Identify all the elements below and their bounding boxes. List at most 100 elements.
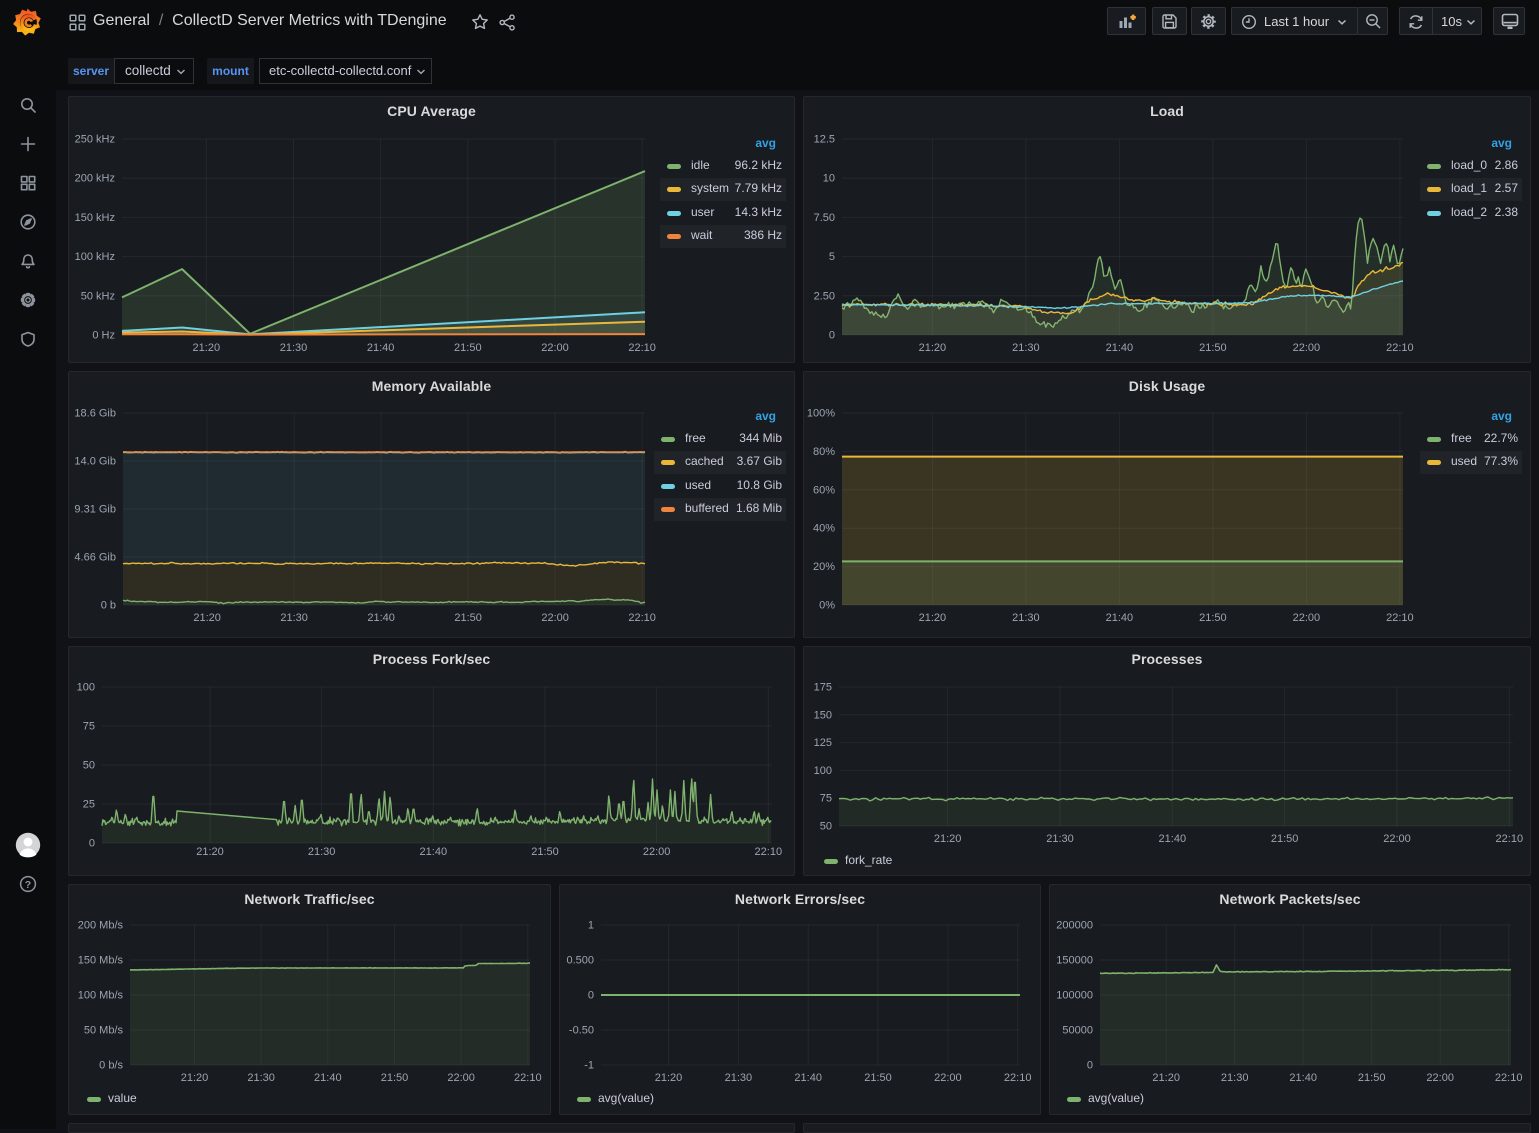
svg-text:175: 175 xyxy=(814,682,832,694)
svg-text:21:30: 21:30 xyxy=(1221,1072,1249,1084)
svg-text:40%: 40% xyxy=(813,523,835,535)
svg-text:150: 150 xyxy=(814,709,832,721)
svg-text:14.0 Gib: 14.0 Gib xyxy=(74,456,116,468)
svg-text:80%: 80% xyxy=(813,446,835,458)
svg-text:150 kHz: 150 kHz xyxy=(75,212,115,224)
svg-text:21:50: 21:50 xyxy=(1199,612,1227,624)
svg-text:18.6 Gib: 18.6 Gib xyxy=(74,408,116,420)
svg-text:21:50: 21:50 xyxy=(864,1072,892,1084)
svg-text:21:50: 21:50 xyxy=(531,846,559,858)
svg-text:21:20: 21:20 xyxy=(919,342,947,354)
svg-text:22:00: 22:00 xyxy=(1293,612,1321,624)
svg-text:21:30: 21:30 xyxy=(280,342,308,354)
svg-text:100: 100 xyxy=(814,765,832,777)
svg-text:21:30: 21:30 xyxy=(725,1072,753,1084)
svg-text:9.31 Gib: 9.31 Gib xyxy=(74,504,116,516)
svg-text:22:10: 22:10 xyxy=(628,342,656,354)
svg-text:21:40: 21:40 xyxy=(367,342,395,354)
svg-text:60%: 60% xyxy=(813,484,835,496)
svg-text:22:10: 22:10 xyxy=(514,1072,542,1084)
svg-text:21:40: 21:40 xyxy=(1289,1072,1317,1084)
svg-text:21:50: 21:50 xyxy=(1271,833,1299,845)
svg-text:0: 0 xyxy=(1087,1060,1093,1072)
svg-text:22:00: 22:00 xyxy=(447,1072,475,1084)
svg-text:25: 25 xyxy=(83,799,95,811)
svg-text:22:00: 22:00 xyxy=(1293,342,1321,354)
svg-text:0: 0 xyxy=(588,990,594,1002)
svg-text:7.50: 7.50 xyxy=(814,212,835,224)
svg-text:21:20: 21:20 xyxy=(181,1072,209,1084)
svg-text:10: 10 xyxy=(823,173,835,185)
svg-text:75: 75 xyxy=(820,793,832,805)
svg-text:21:20: 21:20 xyxy=(1152,1072,1180,1084)
svg-text:21:30: 21:30 xyxy=(1012,612,1040,624)
svg-text:0: 0 xyxy=(829,330,835,342)
svg-text:21:30: 21:30 xyxy=(1046,833,1074,845)
svg-text:21:20: 21:20 xyxy=(934,833,962,845)
svg-text:50 kHz: 50 kHz xyxy=(81,290,115,302)
svg-text:150000: 150000 xyxy=(1056,955,1093,967)
svg-text:0 b/s: 0 b/s xyxy=(99,1060,123,1072)
svg-text:4.66 Gib: 4.66 Gib xyxy=(74,552,116,564)
svg-text:-1: -1 xyxy=(584,1060,594,1072)
svg-text:22:10: 22:10 xyxy=(1004,1072,1032,1084)
svg-text:22:00: 22:00 xyxy=(1383,833,1411,845)
svg-text:21:40: 21:40 xyxy=(314,1072,342,1084)
svg-text:22:00: 22:00 xyxy=(643,846,671,858)
svg-text:75: 75 xyxy=(83,721,95,733)
svg-text:150 Mb/s: 150 Mb/s xyxy=(78,955,124,967)
svg-text:22:00: 22:00 xyxy=(934,1072,962,1084)
svg-text:0 b: 0 b xyxy=(101,600,116,612)
svg-text:50: 50 xyxy=(820,821,832,833)
svg-text:12.5: 12.5 xyxy=(814,134,835,146)
svg-text:22:10: 22:10 xyxy=(1386,342,1414,354)
svg-text:100%: 100% xyxy=(807,408,835,420)
svg-text:22:10: 22:10 xyxy=(1386,612,1414,624)
svg-text:250 kHz: 250 kHz xyxy=(75,134,115,146)
svg-text:50: 50 xyxy=(83,760,95,772)
svg-text:100: 100 xyxy=(77,682,95,694)
svg-text:21:40: 21:40 xyxy=(1106,612,1134,624)
svg-text:200 kHz: 200 kHz xyxy=(75,173,115,185)
svg-text:50000: 50000 xyxy=(1062,1025,1093,1037)
svg-text:21:30: 21:30 xyxy=(247,1072,275,1084)
svg-text:21:50: 21:50 xyxy=(454,612,482,624)
svg-text:21:40: 21:40 xyxy=(1106,342,1134,354)
svg-text:?: ? xyxy=(25,879,31,891)
svg-text:125: 125 xyxy=(814,737,832,749)
svg-text:5: 5 xyxy=(829,251,835,263)
svg-text:0%: 0% xyxy=(819,600,835,612)
svg-text:21:30: 21:30 xyxy=(308,846,336,858)
svg-text:0.500: 0.500 xyxy=(566,955,594,967)
svg-text:21:20: 21:20 xyxy=(196,846,224,858)
svg-text:22:10: 22:10 xyxy=(755,846,783,858)
svg-text:50 Mb/s: 50 Mb/s xyxy=(84,1025,124,1037)
svg-text:0 Hz: 0 Hz xyxy=(92,330,115,342)
svg-text:-0.50: -0.50 xyxy=(569,1025,594,1037)
svg-text:21:50: 21:50 xyxy=(454,342,482,354)
svg-text:22:10: 22:10 xyxy=(1496,833,1524,845)
svg-text:100 kHz: 100 kHz xyxy=(75,251,115,263)
svg-text:21:50: 21:50 xyxy=(1358,1072,1386,1084)
svg-text:21:40: 21:40 xyxy=(794,1072,822,1084)
svg-text:21:30: 21:30 xyxy=(1012,342,1040,354)
svg-text:21:20: 21:20 xyxy=(193,612,221,624)
svg-text:22:00: 22:00 xyxy=(1426,1072,1454,1084)
svg-text:21:40: 21:40 xyxy=(420,846,448,858)
svg-text:100000: 100000 xyxy=(1056,990,1093,1002)
svg-text:21:40: 21:40 xyxy=(367,612,395,624)
svg-text:21:30: 21:30 xyxy=(280,612,308,624)
svg-text:2.50: 2.50 xyxy=(814,290,835,302)
svg-text:100 Mb/s: 100 Mb/s xyxy=(78,990,124,1002)
svg-text:1: 1 xyxy=(588,920,594,932)
svg-text:20%: 20% xyxy=(813,561,835,573)
svg-text:21:50: 21:50 xyxy=(381,1072,409,1084)
svg-text:21:20: 21:20 xyxy=(919,612,947,624)
svg-text:200 Mb/s: 200 Mb/s xyxy=(78,920,124,932)
svg-text:22:10: 22:10 xyxy=(1495,1072,1523,1084)
svg-text:21:40: 21:40 xyxy=(1159,833,1187,845)
svg-text:22:00: 22:00 xyxy=(541,612,569,624)
svg-text:21:50: 21:50 xyxy=(1199,342,1227,354)
svg-text:21:20: 21:20 xyxy=(655,1072,683,1084)
svg-text:0: 0 xyxy=(89,838,95,850)
